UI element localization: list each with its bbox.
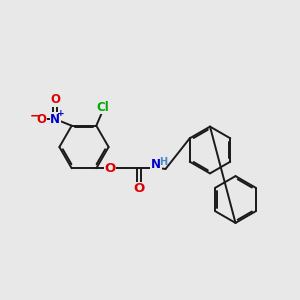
Text: O: O bbox=[50, 93, 60, 106]
Text: O: O bbox=[133, 182, 144, 195]
Text: H: H bbox=[159, 157, 167, 167]
Text: O: O bbox=[37, 112, 47, 126]
Text: +: + bbox=[57, 109, 65, 118]
Text: N: N bbox=[151, 158, 161, 171]
Text: O: O bbox=[104, 162, 116, 175]
Text: N: N bbox=[50, 112, 60, 126]
Text: −: − bbox=[30, 110, 40, 123]
Text: Cl: Cl bbox=[96, 100, 109, 114]
